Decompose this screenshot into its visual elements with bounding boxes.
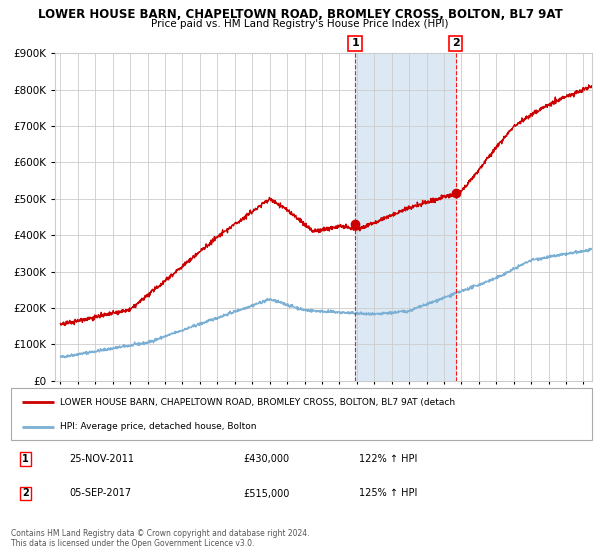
Text: HPI: Average price, detached house, Bolton: HPI: Average price, detached house, Bolt… bbox=[60, 422, 257, 431]
Text: 05-SEP-2017: 05-SEP-2017 bbox=[69, 488, 131, 498]
Text: Price paid vs. HM Land Registry's House Price Index (HPI): Price paid vs. HM Land Registry's House … bbox=[151, 19, 449, 29]
Text: 122% ↑ HPI: 122% ↑ HPI bbox=[359, 454, 418, 464]
Text: 2: 2 bbox=[452, 38, 460, 48]
Text: £515,000: £515,000 bbox=[243, 488, 289, 498]
Text: £430,000: £430,000 bbox=[243, 454, 289, 464]
Text: LOWER HOUSE BARN, CHAPELTOWN ROAD, BROMLEY CROSS, BOLTON, BL7 9AT: LOWER HOUSE BARN, CHAPELTOWN ROAD, BROML… bbox=[38, 8, 562, 21]
Bar bbox=[355, 53, 455, 381]
Text: 1: 1 bbox=[351, 38, 359, 48]
Text: 25-NOV-2011: 25-NOV-2011 bbox=[69, 454, 134, 464]
Text: 1: 1 bbox=[22, 454, 29, 464]
Text: 125% ↑ HPI: 125% ↑ HPI bbox=[359, 488, 418, 498]
Text: LOWER HOUSE BARN, CHAPELTOWN ROAD, BROMLEY CROSS, BOLTON, BL7 9AT (detach: LOWER HOUSE BARN, CHAPELTOWN ROAD, BROML… bbox=[60, 398, 455, 407]
FancyBboxPatch shape bbox=[11, 388, 592, 440]
Text: This data is licensed under the Open Government Licence v3.0.: This data is licensed under the Open Gov… bbox=[11, 539, 254, 548]
Text: 2: 2 bbox=[22, 488, 29, 498]
Text: Contains HM Land Registry data © Crown copyright and database right 2024.: Contains HM Land Registry data © Crown c… bbox=[11, 529, 310, 538]
